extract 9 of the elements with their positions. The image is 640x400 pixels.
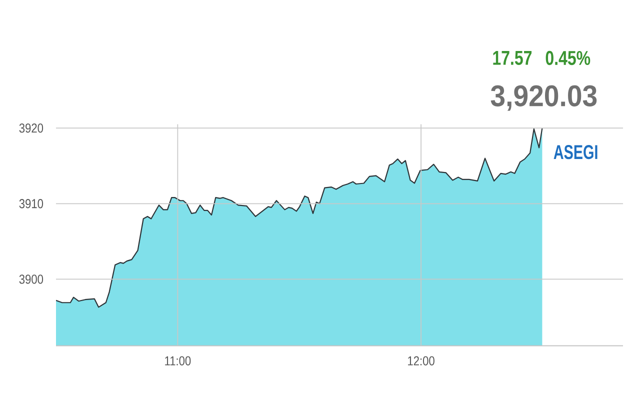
y-tick-label: 3910 [19, 199, 44, 208]
text: 3,920.03 [490, 85, 597, 111]
y-tick-label: 3920 [19, 123, 44, 133]
text: 17.57 [493, 51, 532, 65]
text: 0.45% [546, 50, 590, 66]
x-tick-label: 11:00 [165, 356, 191, 366]
y-tick-label: 3900 [19, 274, 44, 284]
x-tick-label: 12:00 [408, 356, 434, 366]
series-label: ASEGI [554, 145, 598, 160]
